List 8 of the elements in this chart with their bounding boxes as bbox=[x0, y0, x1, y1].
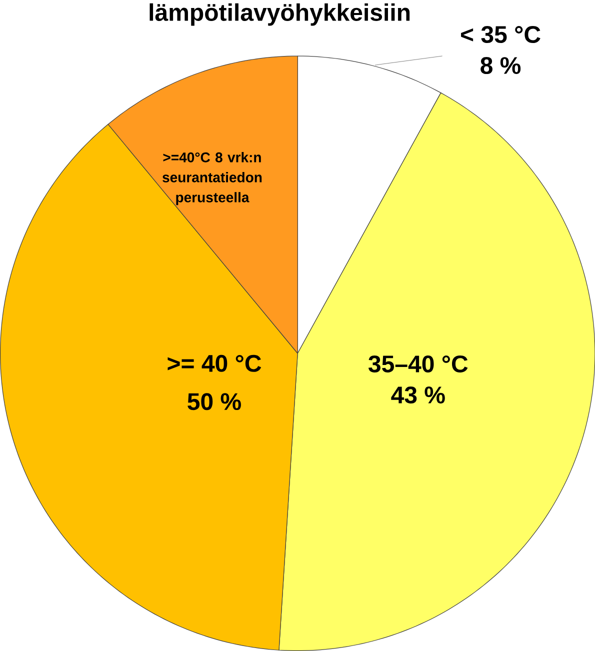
slice-label: 35–40 °C bbox=[368, 355, 468, 372]
slice-label: < 35 °C bbox=[460, 26, 540, 44]
slice-label: >= 40 °C bbox=[168, 354, 261, 372]
text: 50 % bbox=[188, 393, 241, 410]
chart-title: lämpötilavyöhykkeisiin bbox=[150, 3, 410, 26]
slice-label: >=40°C 8 vrk:n seurantatiedon perusteella bbox=[162, 152, 262, 206]
data-label: 43 % bbox=[391, 386, 445, 404]
data-label: 8 % bbox=[480, 57, 520, 74]
